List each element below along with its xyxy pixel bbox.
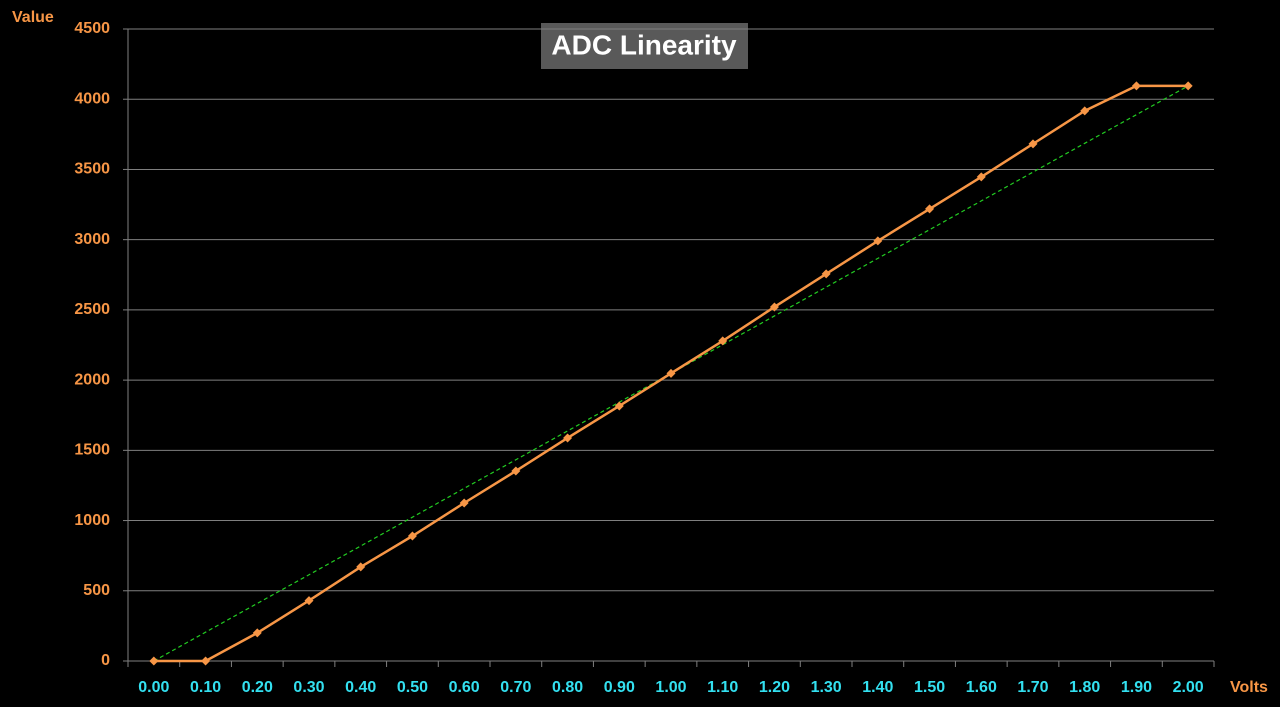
data-point (149, 656, 159, 666)
data-point (1183, 81, 1193, 91)
x-tick-label: 1.80 (1069, 679, 1100, 696)
y-tick-label: 4500 (74, 20, 110, 37)
x-axis-label: Volts (1230, 679, 1268, 696)
data-point (252, 628, 262, 638)
y-tick-label: 2000 (74, 371, 110, 388)
data-point (356, 562, 366, 572)
data-point (718, 336, 728, 346)
y-tick-label: 3500 (74, 161, 110, 178)
y-tick-label: 500 (83, 582, 110, 599)
x-tick-label: 0.30 (293, 679, 324, 696)
x-tick-label: 2.00 (1173, 679, 1204, 696)
data-point (1080, 106, 1090, 116)
data-point (1028, 139, 1038, 149)
x-tick-label: 0.20 (242, 679, 273, 696)
data-point (976, 172, 986, 182)
x-tick-label: 0.70 (500, 679, 531, 696)
x-tick-label: 0.40 (345, 679, 376, 696)
data-point (407, 531, 417, 541)
x-tick-label: 0.00 (138, 679, 169, 696)
data-point (201, 656, 211, 666)
y-tick-label: 1500 (74, 442, 110, 459)
x-tick-label: 1.20 (759, 679, 790, 696)
x-tick-label: 1.40 (862, 679, 893, 696)
data-point (1131, 81, 1141, 91)
data-point (459, 498, 469, 508)
x-tick-label: 1.10 (707, 679, 738, 696)
x-tick-label: 1.50 (914, 679, 945, 696)
y-tick-label: 4000 (74, 90, 110, 107)
y-tick-label: 3000 (74, 231, 110, 248)
data-point (511, 466, 521, 476)
title-box (541, 23, 748, 69)
x-tick-label: 1.30 (811, 679, 842, 696)
y-axis-label: Value (12, 9, 54, 26)
data-point (821, 269, 831, 279)
x-tick-label: 1.00 (655, 679, 686, 696)
chart-title: ADC Linearity (551, 29, 737, 60)
data-point (563, 433, 573, 443)
y-tick-label: 2500 (74, 301, 110, 318)
data-point (769, 302, 779, 312)
y-tick-label: 1000 (74, 512, 110, 529)
x-tick-label: 1.90 (1121, 679, 1152, 696)
data-point (304, 596, 314, 606)
y-tick-label: 0 (101, 652, 110, 669)
x-tick-label: 0.60 (449, 679, 480, 696)
data-point (614, 401, 624, 411)
data-point (873, 236, 883, 246)
x-tick-label: 1.60 (966, 679, 997, 696)
x-tick-label: 0.50 (397, 679, 428, 696)
x-tick-label: 1.70 (1017, 679, 1048, 696)
x-tick-label: 0.90 (604, 679, 635, 696)
data-point (666, 368, 676, 378)
x-tick-label: 0.10 (190, 679, 221, 696)
x-tick-label: 0.80 (552, 679, 583, 696)
data-point (925, 204, 935, 214)
